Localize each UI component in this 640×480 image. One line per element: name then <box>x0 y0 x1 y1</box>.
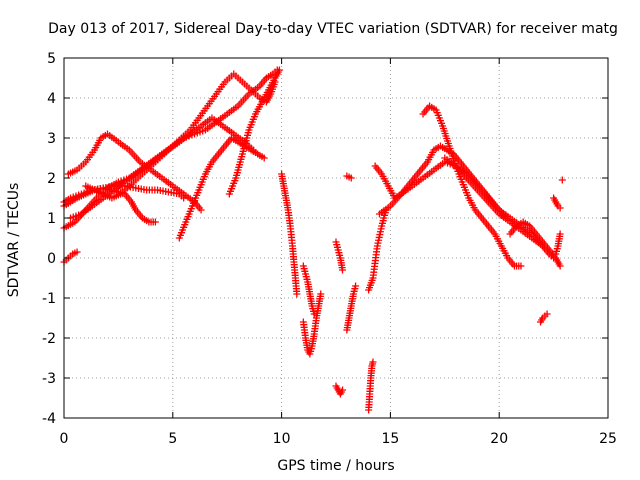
y-tick-label: 3 <box>47 131 56 147</box>
data-point <box>275 66 283 74</box>
y-tick-label: 0 <box>47 251 56 267</box>
y-axis-label: SDTVAR / TECUs <box>6 183 22 298</box>
data-point <box>339 266 347 274</box>
y-tick-label: 1 <box>47 211 56 227</box>
data-point <box>558 176 566 184</box>
x-tick-label: 0 <box>60 431 69 447</box>
tick-labels: 0 5 10 15 20 25 -4 -3 -2 -1 0 1 2 3 4 5 <box>42 51 617 447</box>
data-point <box>517 262 525 270</box>
data-point <box>352 282 360 290</box>
x-tick-label: 20 <box>490 431 508 447</box>
axis-ticks <box>63 57 609 419</box>
x-tick-label: 25 <box>599 431 617 447</box>
x-axis-label: GPS time / hours <box>277 458 394 474</box>
series-arc-z <box>552 230 564 258</box>
series-arc-y <box>550 194 564 212</box>
data-point <box>310 310 318 318</box>
series-arc-r <box>365 206 390 294</box>
series-arc-m <box>332 382 347 398</box>
data-point <box>197 206 205 214</box>
series-arc-j <box>278 170 301 298</box>
y-tick-label: -4 <box>42 411 56 427</box>
series-arc-o <box>343 282 360 334</box>
data-point <box>347 174 355 182</box>
series-arc-i <box>225 66 283 198</box>
y-tick-label: -3 <box>42 371 56 387</box>
data-point <box>339 386 347 394</box>
x-tick-label: 15 <box>381 431 399 447</box>
data-points <box>60 66 566 414</box>
series-arc-u <box>419 102 525 270</box>
series-arc-n <box>332 238 347 274</box>
x-tick-label: 5 <box>168 431 177 447</box>
data-point <box>73 248 81 256</box>
series-arc-x <box>537 310 551 326</box>
y-tick-label: 2 <box>47 171 56 187</box>
plot-frame <box>63 57 609 419</box>
data-point <box>543 310 551 318</box>
data-point <box>317 290 325 298</box>
series-arc-k <box>299 290 325 358</box>
data-point <box>369 358 377 366</box>
x-tick-label: 10 <box>273 431 291 447</box>
data-point <box>556 230 564 238</box>
series-arc-q <box>365 358 377 414</box>
data-point <box>293 290 301 298</box>
y-tick-label: 5 <box>47 51 56 67</box>
chart-title: Day 013 of 2017, Sidereal Day-to-day VTE… <box>48 21 618 37</box>
series-arc-p <box>343 172 355 182</box>
data-point <box>556 204 564 212</box>
grid <box>64 58 608 418</box>
y-tick-label: -2 <box>42 331 56 347</box>
y-tick-label: -1 <box>42 291 56 307</box>
data-point <box>556 262 564 270</box>
series-arc-l <box>299 262 318 318</box>
data-point <box>151 218 159 226</box>
data-point <box>260 154 268 162</box>
series-arc-aa <box>558 176 566 184</box>
y-tick-label: 4 <box>47 91 56 107</box>
